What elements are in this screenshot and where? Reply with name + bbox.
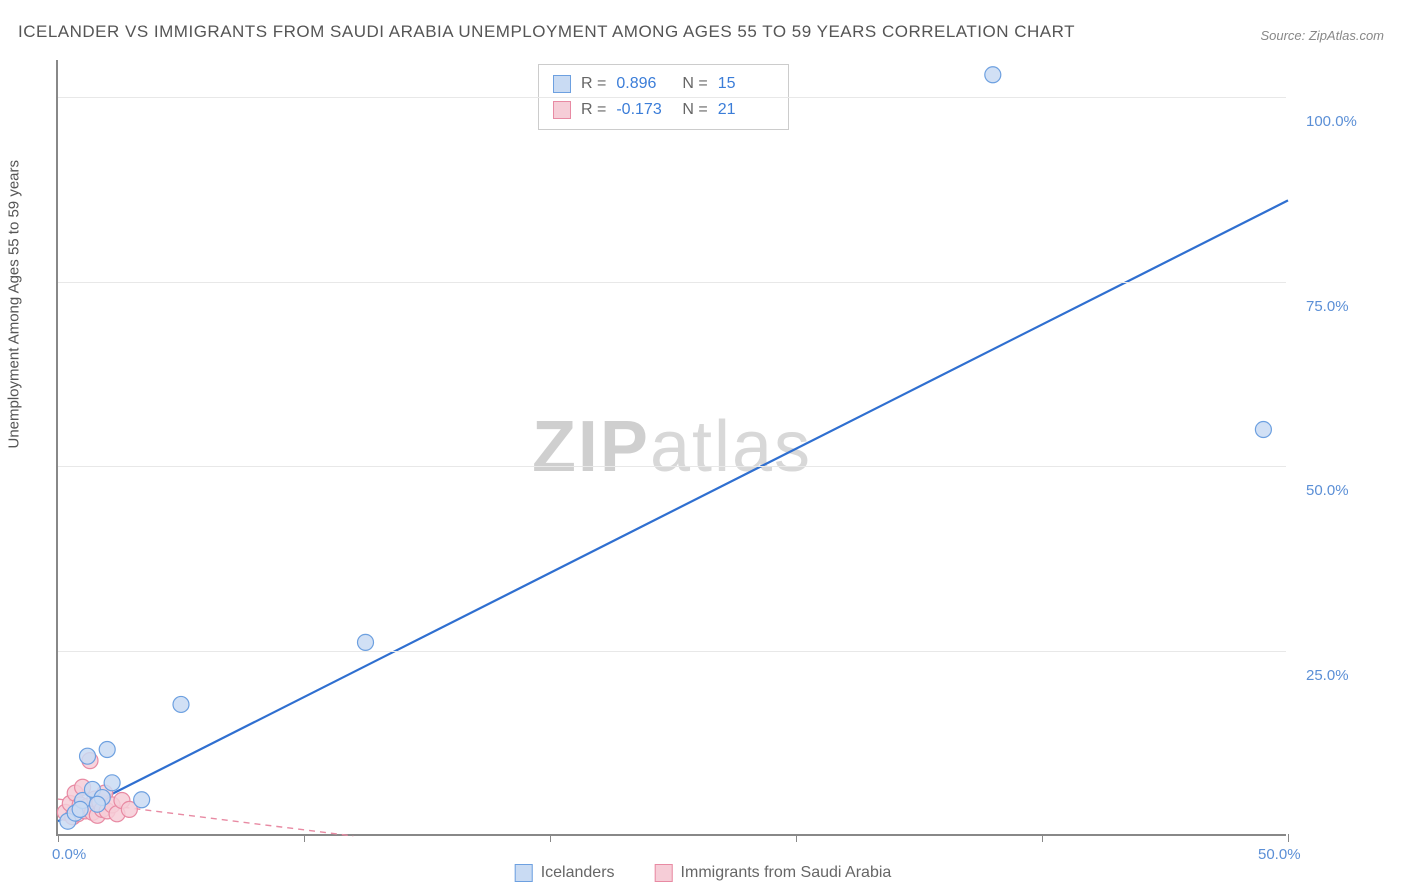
gridline [58,466,1286,467]
x-tick [304,834,305,842]
data-point [80,748,96,764]
stat-n-value: 15 [718,71,774,97]
stat-r-label: R = [581,71,606,97]
data-point [89,796,105,812]
data-point [173,696,189,712]
stat-r-value: 0.896 [616,71,672,97]
y-tick-label: 25.0% [1306,667,1349,684]
x-tick [796,834,797,842]
data-point [358,634,374,650]
data-point [134,792,150,808]
data-point [1255,422,1271,438]
x-tick [1042,834,1043,842]
trend-line [58,200,1288,821]
y-tick-label: 50.0% [1306,482,1349,499]
legend-label: Immigrants from Saudi Arabia [681,864,892,882]
gridline [58,97,1286,98]
plot-area: ZIPatlas R =0.896N =15R =-0.173N =21 25.… [56,60,1286,836]
series-swatch-icon [553,75,571,93]
stats-row: R = 0.896 N = 15 [553,71,774,97]
gridline [58,651,1286,652]
legend-item-icelanders: Icelanders [515,864,615,882]
legend-swatch-icon [515,864,533,882]
legend-item-saudi: Immigrants from Saudi Arabia [655,864,892,882]
correlation-chart: ICELANDER VS IMMIGRANTS FROM SAUDI ARABI… [0,0,1406,892]
stat-n-value: 21 [718,97,774,123]
series-swatch-icon [553,101,571,119]
x-tick [1288,834,1289,842]
stat-n-label: N = [682,71,707,97]
chart-title: ICELANDER VS IMMIGRANTS FROM SAUDI ARABI… [18,22,1075,42]
x-tick-label: 50.0% [1258,846,1301,863]
data-point [99,742,115,758]
x-tick-label: 0.0% [52,846,86,863]
gridline [58,282,1286,283]
source-attribution: Source: ZipAtlas.com [1260,28,1384,43]
data-point [72,801,88,817]
series-legend: Icelanders Immigrants from Saudi Arabia [515,864,892,882]
stat-n-label: N = [682,97,707,123]
legend-label: Icelanders [541,864,615,882]
x-tick [58,834,59,842]
data-point [985,67,1001,83]
plot-svg [58,60,1286,834]
stats-row: R = -0.173 N = 21 [553,97,774,123]
y-axis-label: Unemployment Among Ages 55 to 59 years [6,160,23,449]
x-tick [550,834,551,842]
legend-swatch-icon [655,864,673,882]
data-point [104,775,120,791]
y-tick-label: 75.0% [1306,298,1349,315]
stat-r-label: R = [581,97,606,123]
y-tick-label: 100.0% [1306,113,1357,130]
stat-r-value: -0.173 [616,97,672,123]
